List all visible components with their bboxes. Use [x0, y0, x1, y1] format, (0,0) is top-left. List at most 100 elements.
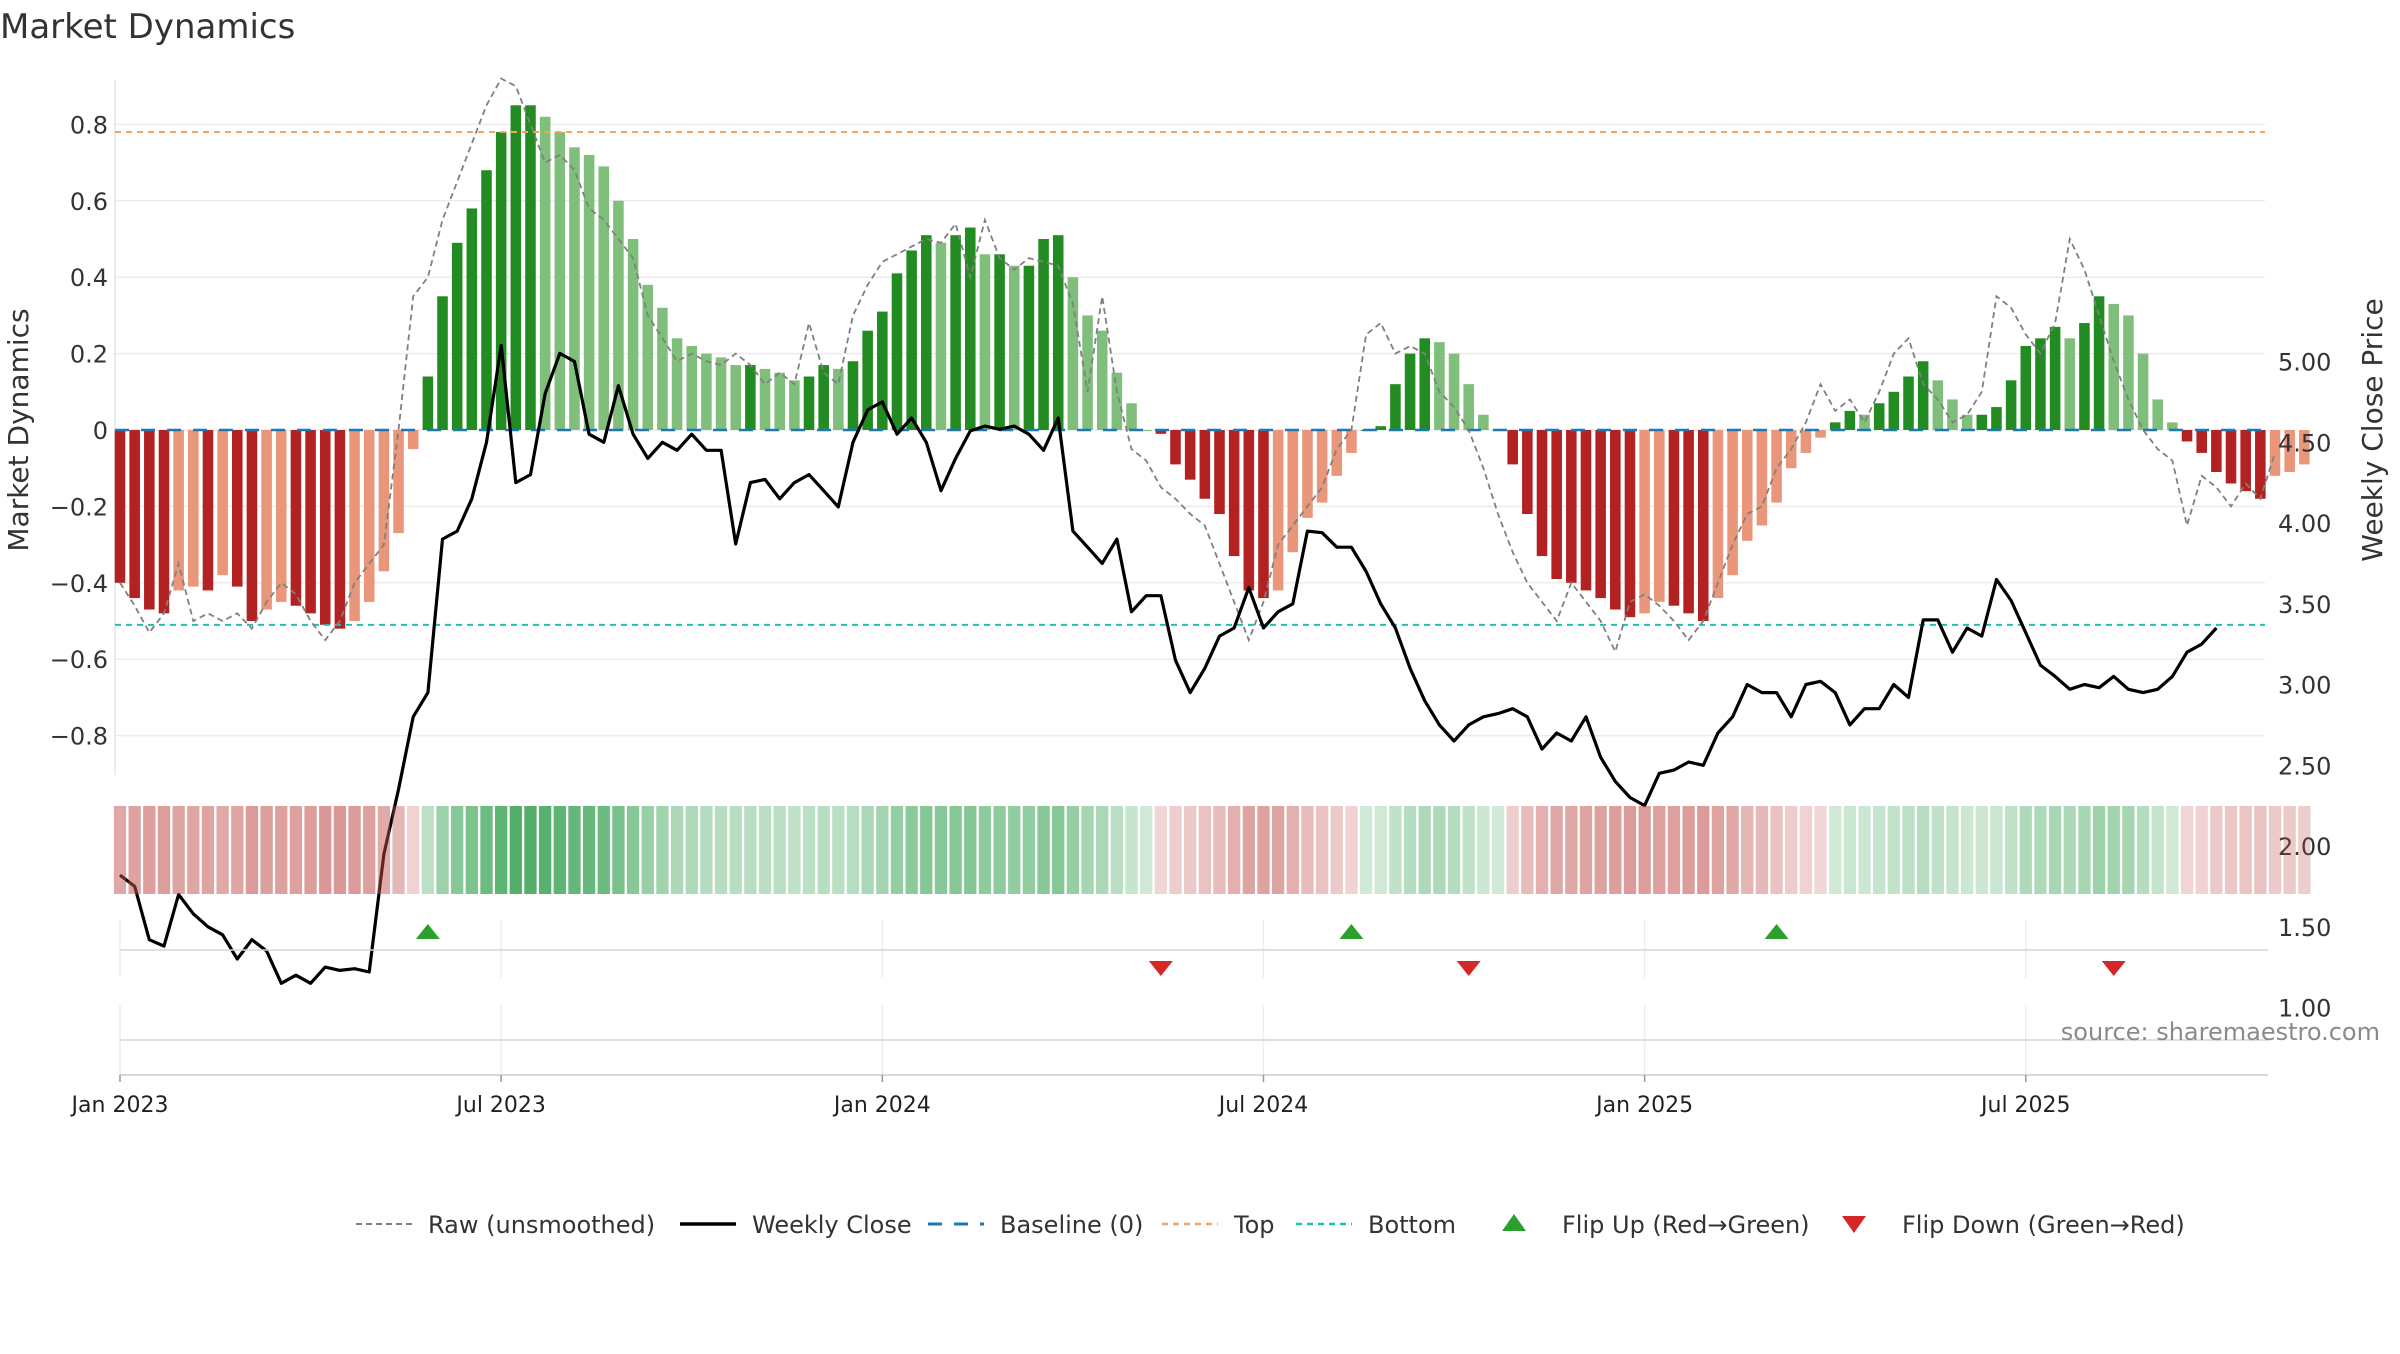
regime-cell	[1242, 806, 1255, 894]
weekly-close-line	[119, 343, 2218, 985]
regime-cell	[568, 806, 581, 894]
regime-cell	[626, 806, 640, 894]
dynamics-bar	[1624, 430, 1636, 618]
dynamics-bar	[569, 147, 580, 430]
dynamics-bar	[1243, 430, 1255, 591]
dynamics-bar	[994, 254, 1005, 430]
dynamics-bar	[1140, 430, 1152, 431]
legend: Raw (unsmoothed) Weekly Close Baseline (0)…	[356, 1211, 2185, 1239]
regime-cell	[1858, 806, 1871, 894]
dynamics-bar	[217, 430, 228, 576]
regime-cell	[392, 806, 405, 894]
regime-cell	[2268, 806, 2282, 894]
regime-cell	[1389, 806, 1402, 894]
source-label: source: sharemaestro.com	[2061, 1018, 2380, 1046]
time-axis-panel	[119, 1005, 2268, 1076]
dynamics-bar	[261, 430, 272, 610]
series-lines	[119, 77, 2276, 985]
dynamics-bar	[715, 357, 727, 430]
dynamics-bar	[466, 208, 478, 430]
dynamics-bar	[188, 430, 199, 587]
dynamics-bar	[481, 170, 492, 431]
regime-cell	[465, 806, 478, 894]
regime-cell	[319, 806, 332, 894]
dynamics-bar	[1917, 361, 1929, 430]
dynamics-bar	[1683, 430, 1694, 614]
regime-cell	[421, 806, 435, 894]
regime-cell	[1975, 806, 1988, 894]
regime-cell	[890, 806, 904, 894]
flip-markers-panel	[119, 920, 2268, 978]
dynamics-bar	[349, 430, 360, 621]
dynamics-bar	[290, 430, 302, 606]
dynamics-bar	[906, 250, 917, 430]
regime-cell	[363, 806, 376, 894]
regime-cell	[1814, 806, 1827, 894]
y-tick-label: −0.6	[50, 646, 108, 674]
dynamics-bar	[2035, 338, 2046, 430]
regime-cell	[1081, 806, 1094, 894]
y2-tick-label: 2.50	[2278, 752, 2331, 780]
dynamics-bar	[334, 430, 346, 629]
dynamics-bar	[1800, 430, 1812, 453]
dynamics-bar	[202, 430, 214, 591]
dynamics-bar	[2284, 430, 2295, 473]
regime-cell	[1227, 806, 1241, 894]
regime-cell	[1125, 806, 1138, 894]
dynamics-bar	[1551, 430, 1562, 579]
dynamics-bar	[2093, 296, 2105, 430]
dynamics-bar	[730, 365, 741, 430]
dynamics-bar	[1771, 430, 1782, 503]
regime-cell	[1154, 806, 1168, 894]
flip-up-marker	[1764, 924, 1789, 939]
regime-cell	[1418, 806, 1431, 894]
reference-lines	[115, 131, 2265, 626]
dynamics-bar	[833, 368, 844, 430]
regime-cell	[289, 806, 303, 894]
y-tick-label: −0.2	[50, 493, 108, 521]
regime-cell	[1330, 806, 1343, 894]
raw-line	[119, 77, 2276, 655]
regime-cell	[1579, 806, 1593, 894]
regime-cell	[157, 806, 171, 894]
dynamics-bar	[2167, 422, 2178, 430]
y-tick-label: 0.2	[70, 341, 108, 369]
regime-cell	[861, 806, 874, 894]
dynamics-bar	[1155, 430, 1167, 434]
legend-label: Weekly Close	[752, 1211, 912, 1239]
flip-up-marker	[1339, 924, 1364, 939]
left-axis-label: Market Dynamics	[2, 308, 35, 551]
right-axis-label: Weekly Close Price	[2356, 298, 2389, 561]
regime-cell	[2195, 806, 2208, 894]
dynamics-bar	[1668, 430, 1680, 606]
regime-cell	[1521, 806, 1534, 894]
regime-cell	[597, 806, 610, 894]
dynamics-bar	[642, 284, 654, 430]
dynamics-bar	[1639, 430, 1650, 614]
dynamics-bar	[114, 430, 126, 583]
regime-cell	[1682, 806, 1695, 894]
regime-cell	[1609, 806, 1622, 894]
regime-cell	[509, 806, 522, 894]
regime-cell	[1022, 806, 1036, 894]
dynamics-bar	[1961, 414, 1973, 430]
regime-cell	[187, 806, 200, 894]
regime-cell	[1066, 806, 1080, 894]
dynamics-bar	[803, 376, 815, 430]
regime-cell	[1667, 806, 1681, 894]
y2-tick-label: 3.50	[2278, 591, 2331, 619]
regime-cell	[1785, 806, 1798, 894]
regime-cell	[1711, 806, 1725, 894]
dynamics-bar	[2255, 430, 2266, 499]
regime-cell	[846, 806, 860, 894]
regime-cell	[700, 806, 713, 894]
regime-cell	[612, 806, 625, 894]
regime-cell	[2034, 806, 2047, 894]
x-axis-ticks: Jan 2023 Jul 2023 Jan 2024 Jul 2024 Jan 2025…	[70, 1075, 2071, 1118]
dynamics-bar	[1903, 376, 1914, 430]
dynamics-bar	[1448, 353, 1460, 430]
dynamics-bar	[657, 307, 668, 430]
dynamics-bars	[114, 105, 2310, 629]
regime-cell	[1052, 806, 1065, 894]
dynamics-bar	[554, 132, 566, 431]
